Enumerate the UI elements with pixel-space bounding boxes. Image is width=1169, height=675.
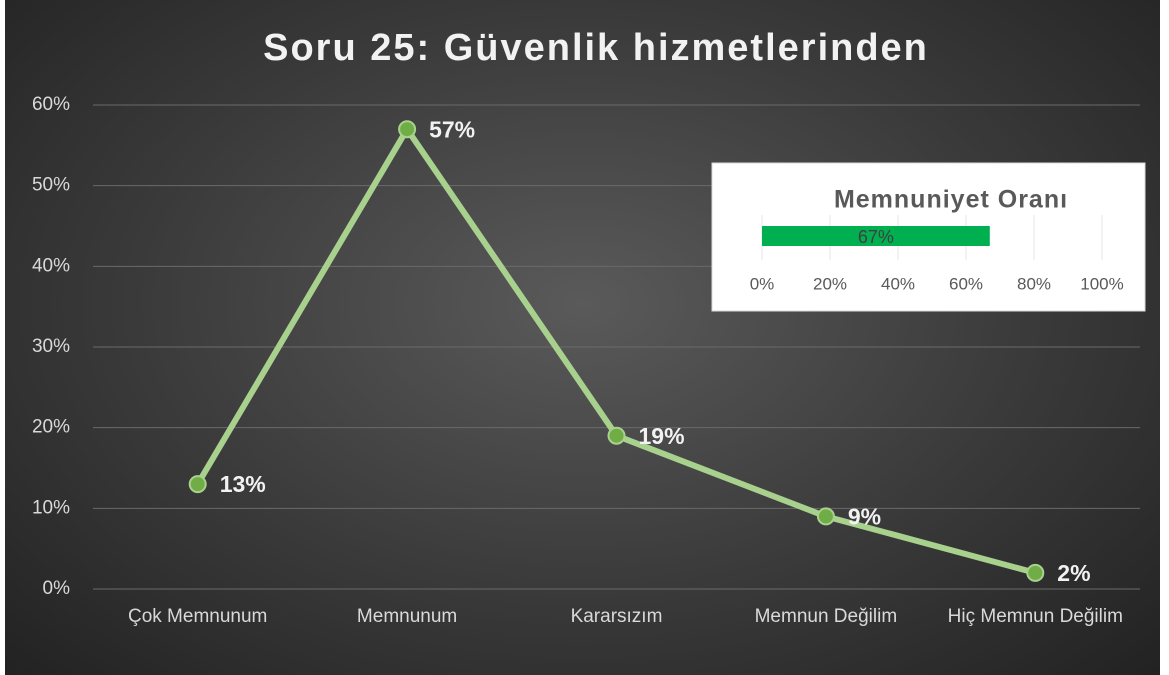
data-label: 67% [858, 227, 894, 247]
x-tick-label: 100% [1080, 274, 1123, 293]
x-tick-label: Memnun Değilim [754, 606, 898, 627]
x-tick-label: Hiç Memnun Değilim [947, 606, 1123, 627]
data-label: 19% [639, 423, 685, 449]
x-tick-label: Kararsızım [570, 606, 663, 627]
bar [762, 226, 990, 246]
marker [1026, 563, 1045, 582]
data-label: 2% [1057, 560, 1090, 586]
y-tick-label: 20% [32, 417, 70, 438]
x-tick-label: 60% [949, 274, 983, 293]
x-tick-label: 40% [881, 274, 915, 293]
x-tick-label: 20% [813, 274, 847, 293]
marker [816, 507, 835, 526]
inset-title: Memnuniyet Oranı [834, 186, 1068, 214]
marker [398, 120, 417, 139]
y-tick-label: 30% [32, 336, 70, 357]
y-tick-label: 50% [32, 175, 70, 196]
marker [607, 426, 626, 445]
y-tick-label: 0% [43, 578, 71, 599]
y-tick-label: 40% [32, 255, 70, 276]
x-tick-label: 0% [750, 274, 775, 293]
chart-background [5, 0, 1160, 675]
chart-title: Soru 25: Güvenlik hizmetlerinden [263, 27, 929, 69]
marker [188, 475, 207, 494]
x-tick-label: Memnunum [356, 606, 458, 627]
data-label: 9% [848, 503, 881, 529]
x-tick-label: 80% [1017, 274, 1051, 293]
y-tick-label: 10% [32, 497, 70, 518]
x-tick-label: Çok Memnunum [127, 606, 268, 627]
y-tick-label: 60% [32, 94, 70, 115]
data-label: 57% [429, 116, 475, 142]
data-label: 13% [220, 471, 266, 497]
